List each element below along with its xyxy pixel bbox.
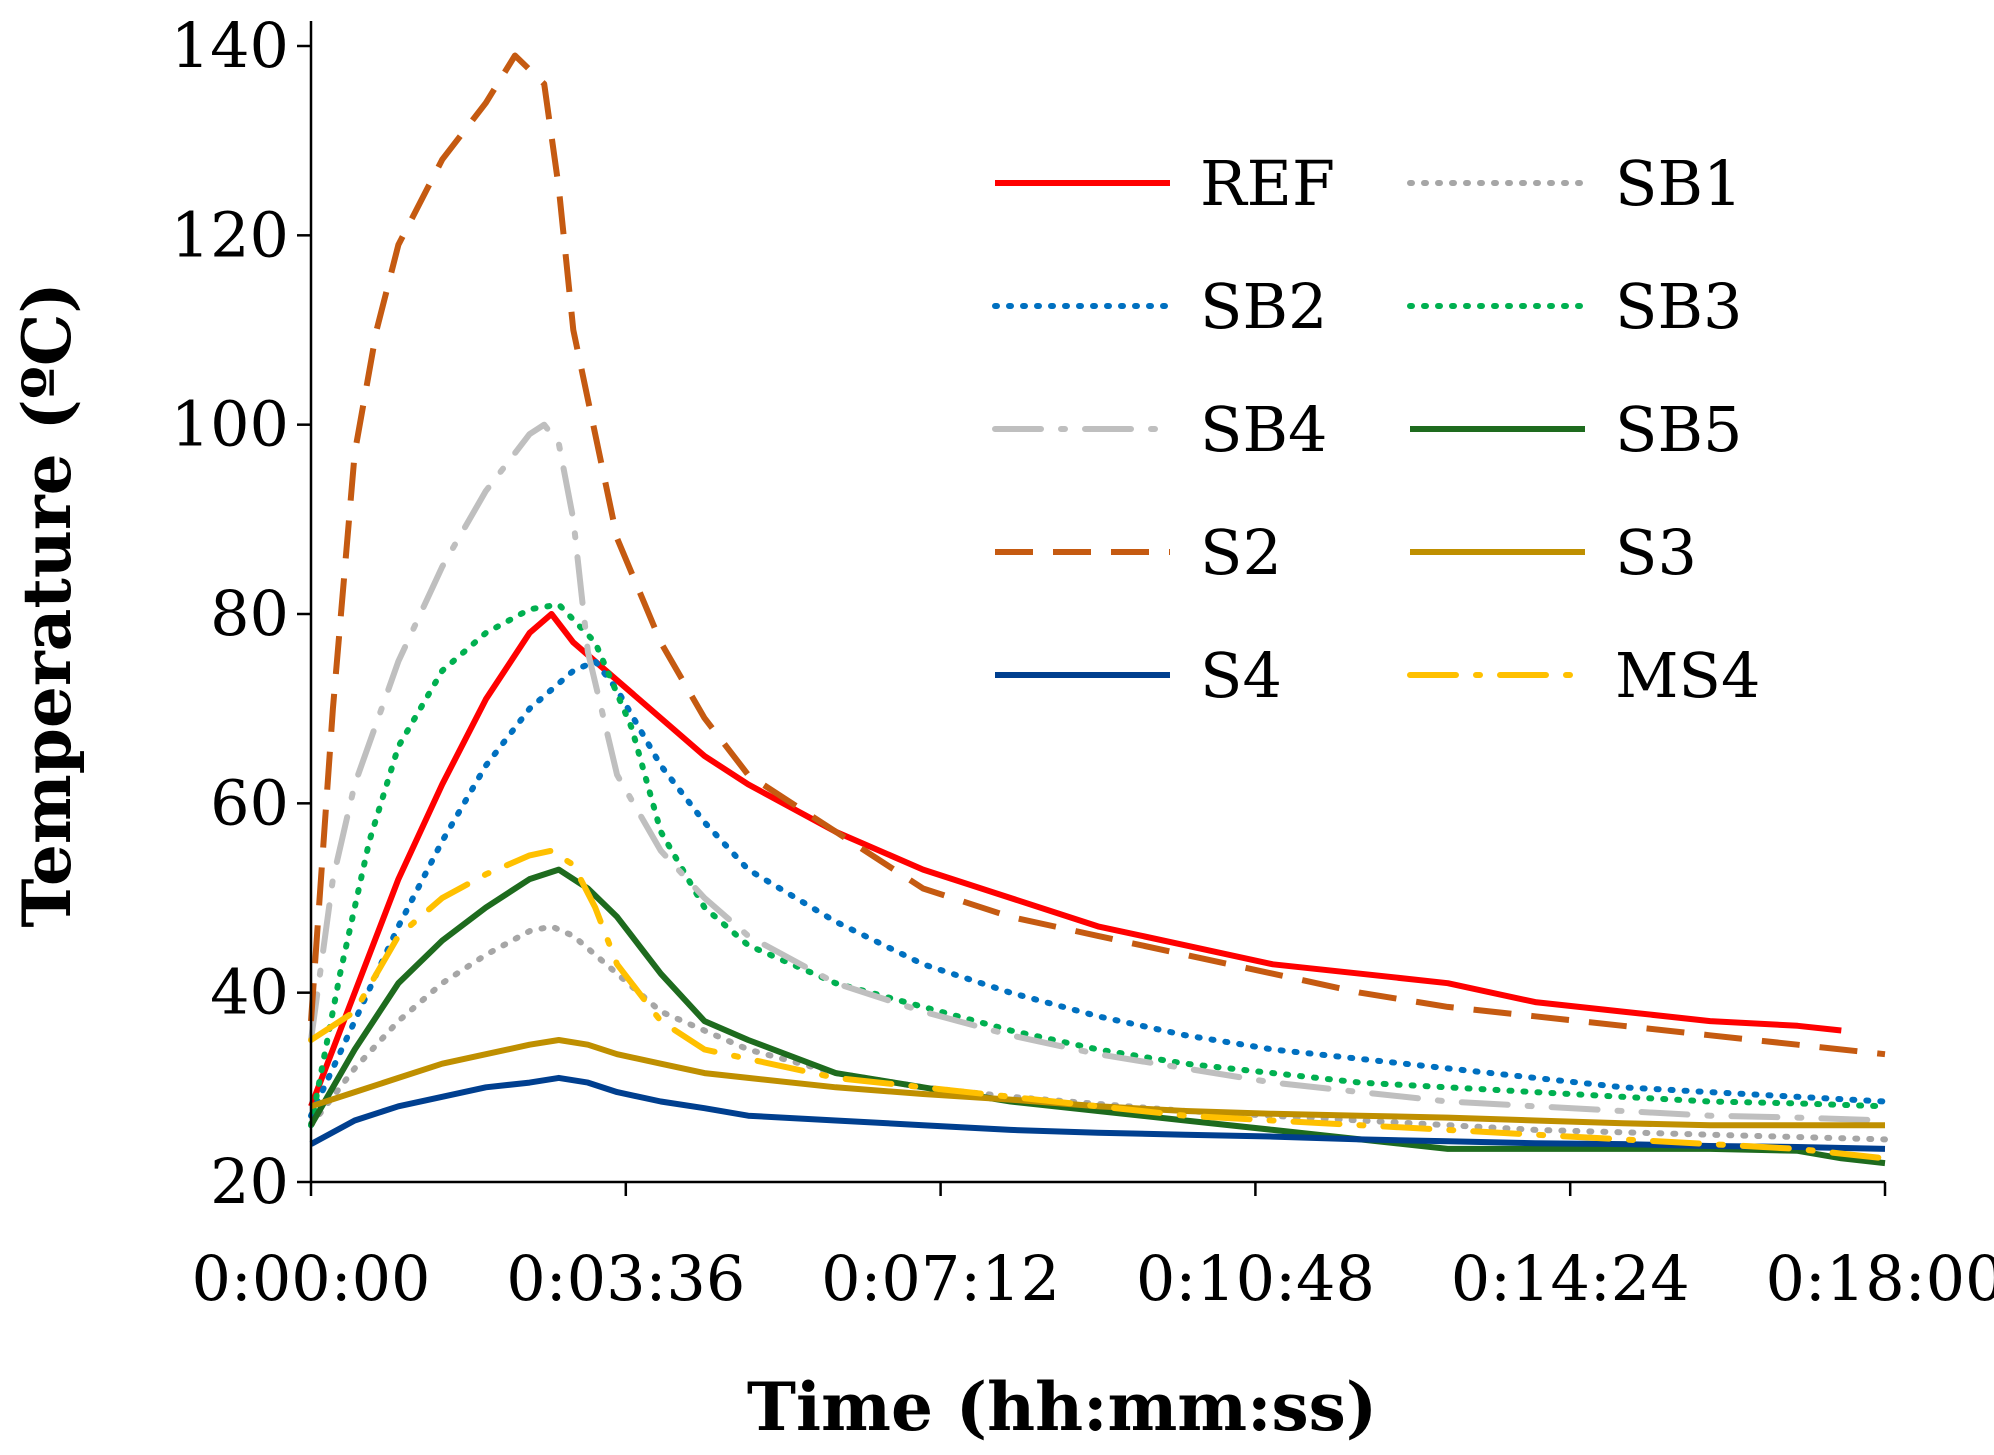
x-tick-label: 0:00:00 xyxy=(191,1242,430,1315)
series-line-sb2 xyxy=(308,658,1888,1119)
x-axis-title: Time (hh:mm:ss) xyxy=(747,1368,1377,1446)
legend-label-s3: S3 xyxy=(1615,516,1697,589)
legend-label-sb3: SB3 xyxy=(1615,270,1742,343)
x-tick-label: 0:14:24 xyxy=(1451,1242,1690,1315)
x-tick-label: 0:10:48 xyxy=(1136,1242,1375,1315)
y-axis-title: Temperature (ºC) xyxy=(8,282,86,927)
y-tick-label: 120 xyxy=(171,198,289,271)
y-tick-label: 60 xyxy=(210,766,289,839)
legend: REF SB1 SB2 SB3 SB4 SB5 S2 S3 S4 MS4 xyxy=(992,147,1760,712)
series-line-sb4 xyxy=(308,421,1888,1124)
y-tick-label: 40 xyxy=(210,956,289,1029)
legend-label-sb1: SB1 xyxy=(1615,147,1742,220)
series-line-ref xyxy=(308,611,1842,1108)
legend-label-sb5: SB5 xyxy=(1615,393,1742,466)
legend-label-s2: S2 xyxy=(1200,516,1282,589)
legend-label-sb4: SB4 xyxy=(1200,393,1327,466)
series-layer xyxy=(308,52,1888,1167)
legend-label-sb2: SB2 xyxy=(1200,270,1327,343)
series-line-s3 xyxy=(310,1037,1885,1129)
x-tick-label: 0:07:12 xyxy=(821,1242,1060,1315)
x-tick-label: 0:18:00 xyxy=(1765,1242,1994,1315)
y-tick-label: 140 xyxy=(171,9,289,82)
y-tick-label: 100 xyxy=(171,388,289,461)
series-line-s4 xyxy=(309,1074,1886,1152)
x-tick-label: 0:03:36 xyxy=(506,1242,745,1315)
legend-label-s4: S4 xyxy=(1200,639,1282,712)
series-line-sb3 xyxy=(308,601,1888,1129)
legend-label-ms4: MS4 xyxy=(1615,639,1760,712)
series-line-ms4 xyxy=(308,847,1888,1162)
y-tick-label: 20 xyxy=(210,1145,289,1218)
axes-layer: 20 40 60 80 100 120 140 0:00:00 0:03:36 0:07:12 0:… xyxy=(171,9,1994,1315)
y-tick-label: 80 xyxy=(210,577,289,650)
series-line-sb1 xyxy=(308,923,1888,1143)
series-line-s2 xyxy=(308,52,1886,1058)
legend-label-ref: REF xyxy=(1200,147,1335,220)
